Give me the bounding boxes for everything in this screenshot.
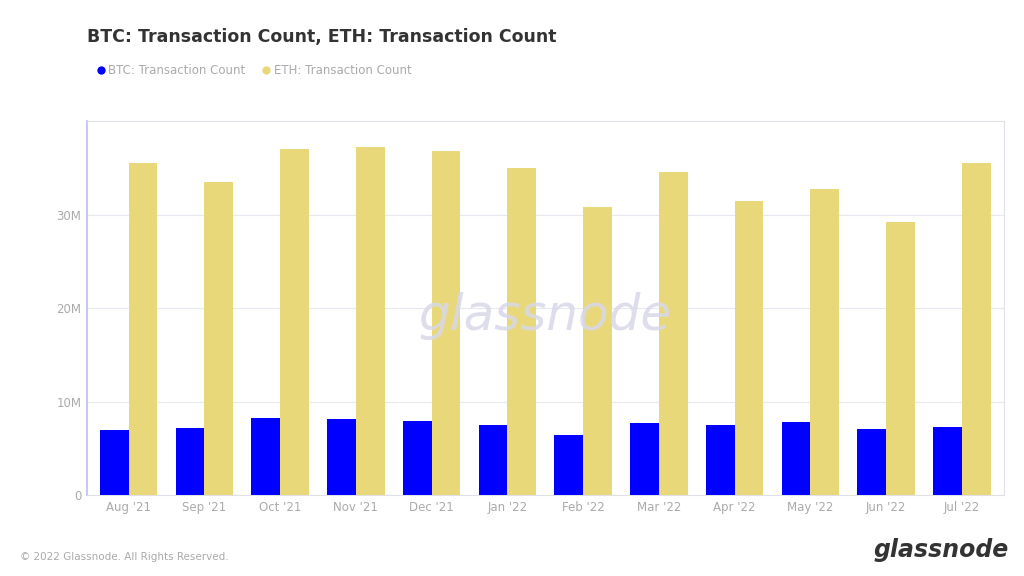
Text: © 2022 Glassnode. All Rights Reserved.: © 2022 Glassnode. All Rights Reserved. [20,552,229,562]
Bar [933,427,962,495]
Bar [734,200,764,495]
Bar [281,149,309,495]
Bar [810,190,839,495]
Bar [630,423,658,495]
Bar [356,147,385,495]
Bar [100,430,129,495]
Bar [205,182,233,495]
Bar [327,419,356,495]
Bar [781,422,810,495]
Bar [176,428,205,495]
Bar [962,163,990,495]
Bar [886,222,914,495]
Bar [583,207,612,495]
Bar [478,425,508,495]
Bar [508,168,537,495]
Text: glassnode: glassnode [419,291,672,340]
Bar [554,435,583,495]
Bar [432,151,461,495]
Bar [252,418,281,495]
Bar [129,163,158,495]
Bar [706,425,734,495]
Bar [658,172,688,495]
Text: glassnode: glassnode [873,537,1009,562]
Bar [402,422,432,495]
Text: BTC: Transaction Count, ETH: Transaction Count: BTC: Transaction Count, ETH: Transaction… [87,28,556,46]
Bar [857,429,886,495]
Legend: BTC: Transaction Count, ETH: Transaction Count: BTC: Transaction Count, ETH: Transaction… [93,59,417,82]
